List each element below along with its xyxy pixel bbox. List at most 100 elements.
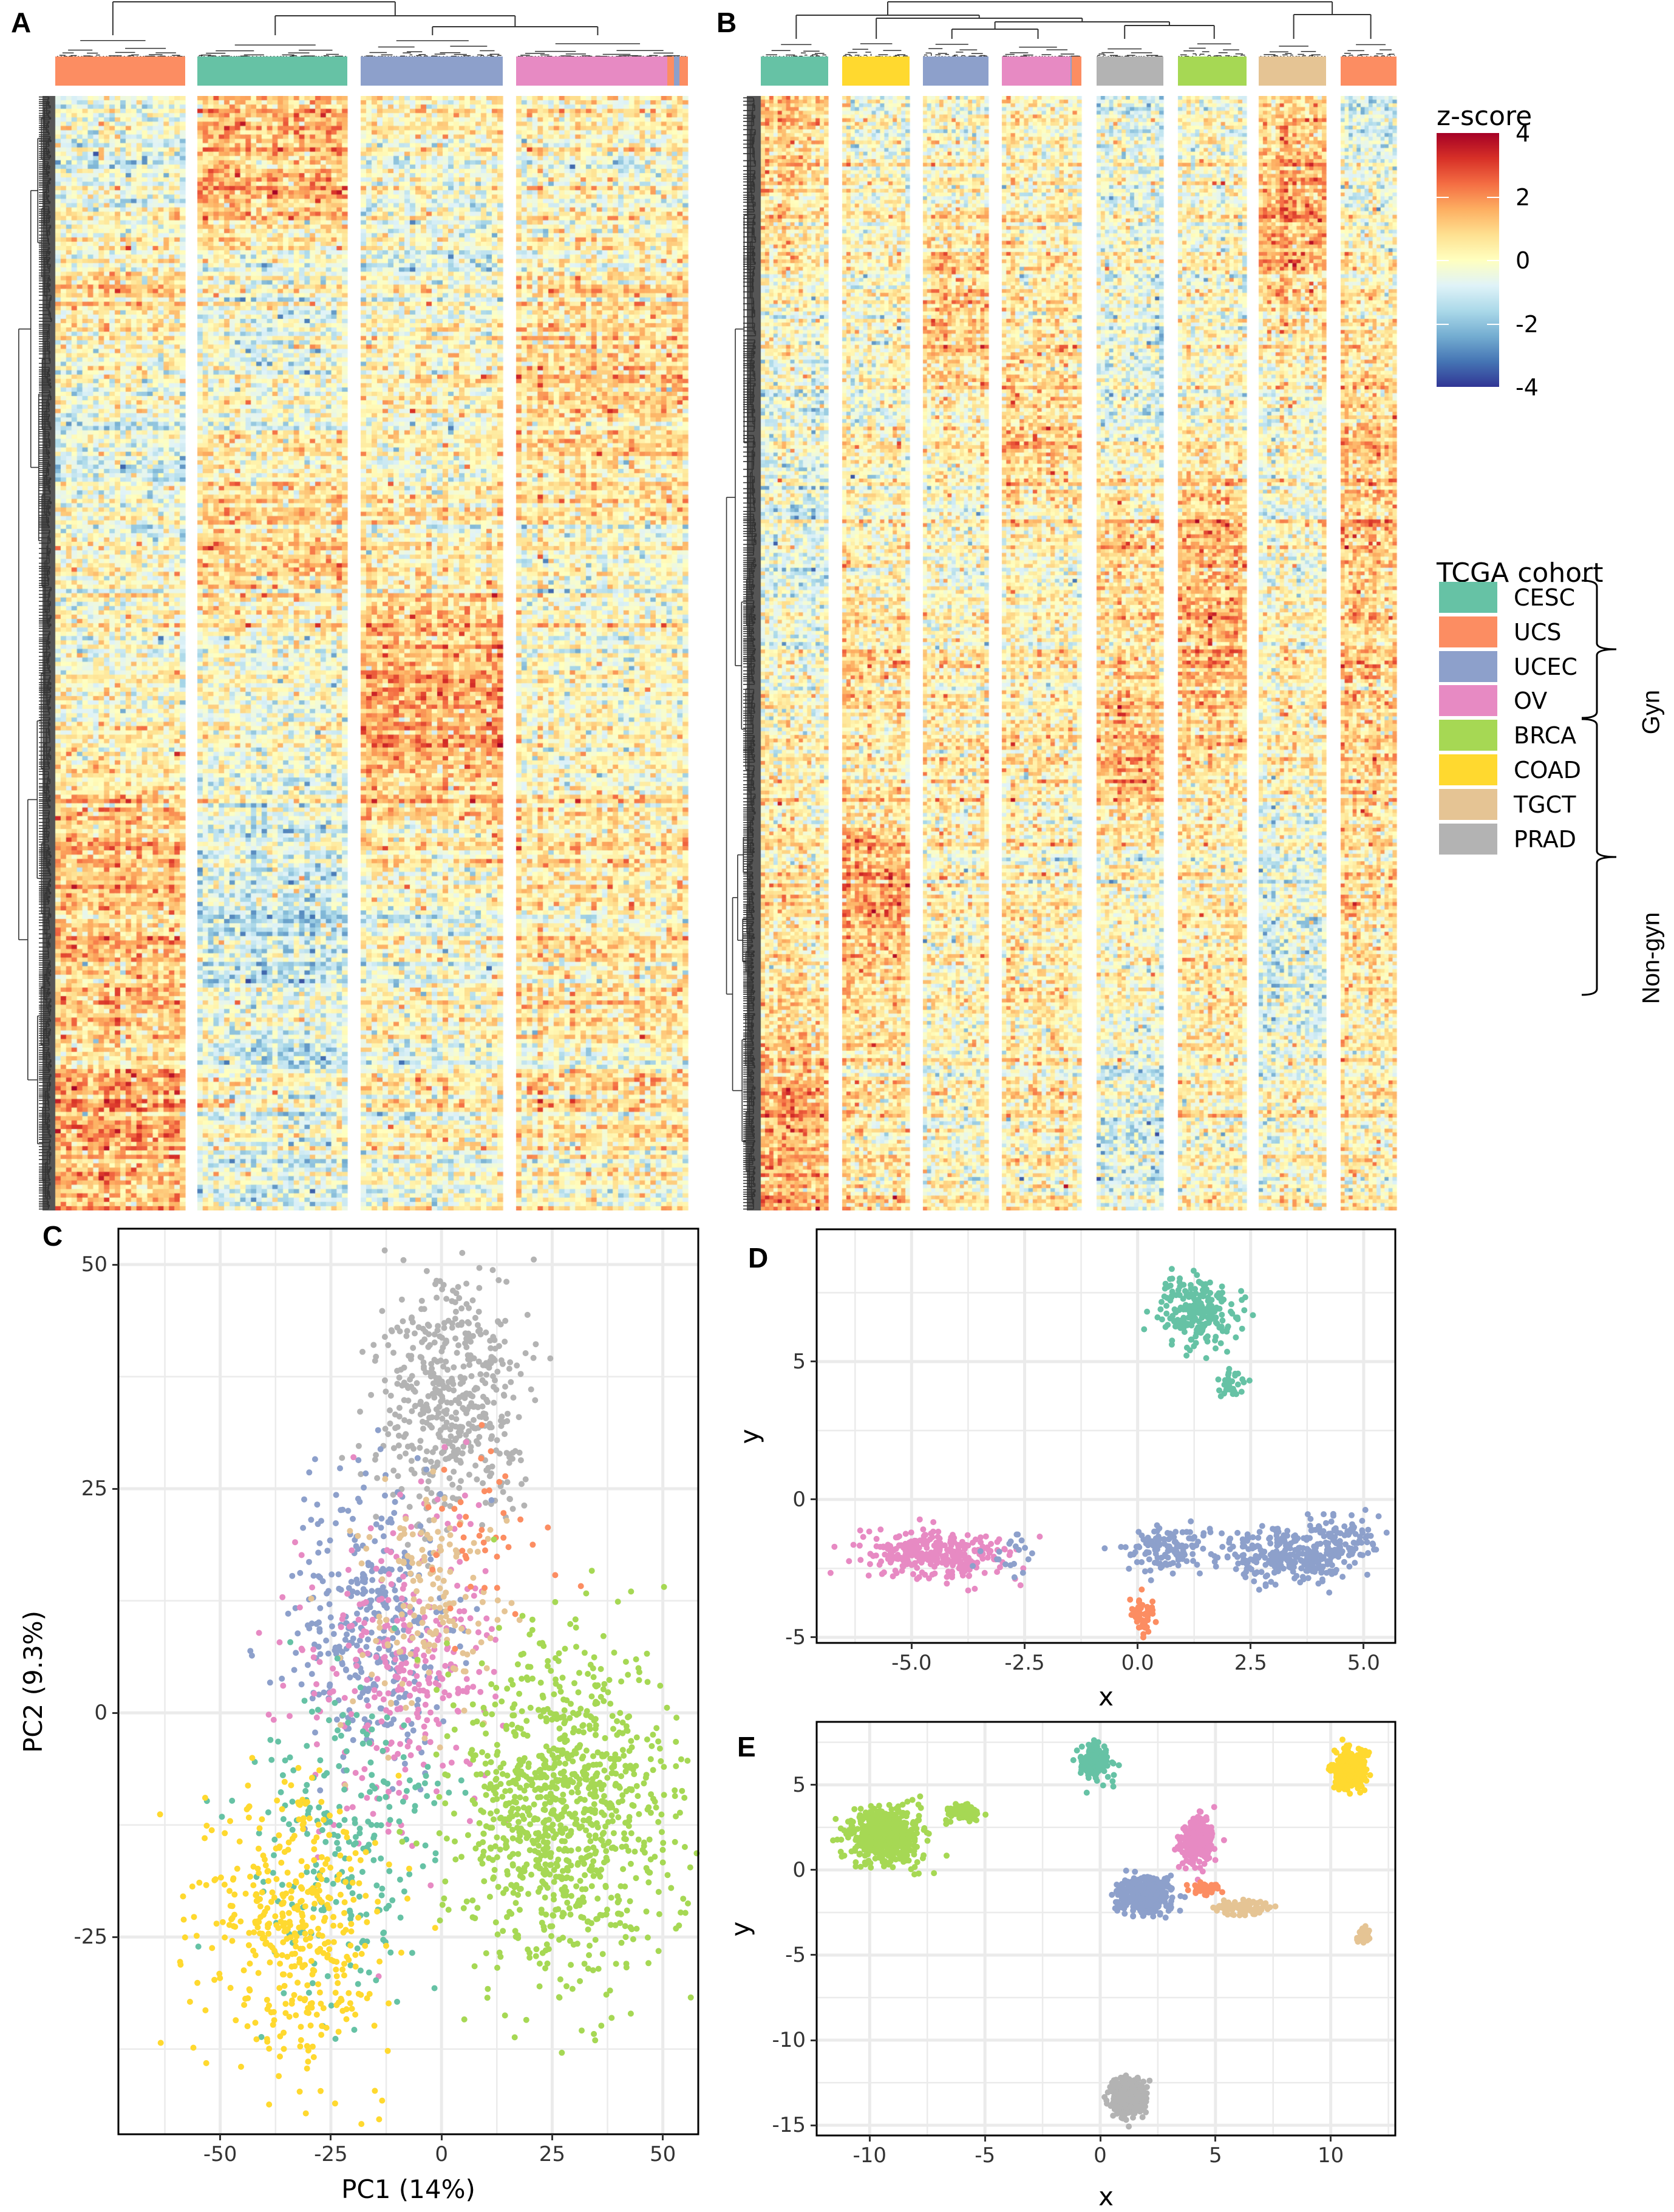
- point-ov: [965, 1587, 971, 1594]
- point-prad: [358, 1471, 364, 1478]
- point-brca: [660, 1840, 667, 1846]
- point-brca: [668, 1885, 675, 1891]
- point-cesc: [380, 1930, 387, 1936]
- point-cesc: [1187, 1310, 1193, 1317]
- point-ov: [901, 1554, 908, 1561]
- point-brca: [474, 1718, 480, 1725]
- point-brca: [562, 1732, 568, 1739]
- point-cesc: [1219, 1317, 1226, 1324]
- point-brca: [556, 1684, 563, 1690]
- point-ucec: [427, 1664, 434, 1671]
- point-brca: [916, 1812, 922, 1819]
- point-cesc: [369, 1713, 375, 1719]
- point-tgct: [407, 1603, 413, 1610]
- point-cesc: [380, 1778, 387, 1784]
- point-tgct: [447, 1532, 454, 1538]
- point-prad: [435, 1323, 441, 1330]
- point-prad: [413, 1380, 420, 1387]
- point-brca: [619, 1730, 626, 1736]
- point-brca: [561, 1806, 568, 1812]
- point-brca: [547, 1854, 554, 1860]
- point-brca: [522, 1795, 529, 1802]
- point-coad: [246, 1986, 253, 1993]
- point-brca: [559, 1674, 566, 1681]
- point-tgct: [398, 1611, 405, 1618]
- point-prad: [474, 1322, 481, 1328]
- point-prad: [443, 1424, 449, 1430]
- point-ucec: [1315, 1523, 1322, 1529]
- point-brca: [636, 1677, 642, 1684]
- point-ucec: [312, 1729, 318, 1736]
- point-brca: [538, 1786, 545, 1793]
- point-cesc: [332, 1735, 338, 1741]
- point-prad: [412, 1388, 418, 1395]
- point-ucec: [1142, 1568, 1148, 1575]
- point-ucec: [1341, 1523, 1348, 1530]
- point-brca: [487, 1781, 494, 1787]
- point-cesc: [432, 1857, 438, 1863]
- point-prad: [453, 1448, 459, 1455]
- point-ucs: [481, 1488, 488, 1495]
- point-coad: [307, 2001, 314, 2007]
- point-brca: [493, 1769, 500, 1775]
- point-cesc: [1200, 1313, 1206, 1320]
- point-tgct: [401, 1531, 407, 1537]
- point-tgct: [401, 1633, 407, 1640]
- point-prad: [423, 1401, 430, 1408]
- point-prad: [491, 1337, 498, 1343]
- point-cesc: [352, 1816, 358, 1823]
- point-brca: [673, 1763, 679, 1769]
- point-coad: [246, 1930, 253, 1936]
- point-ucec: [1367, 1532, 1374, 1539]
- point-ucec: [377, 1446, 384, 1452]
- point-prad: [504, 1479, 511, 1486]
- point-ov: [468, 1521, 474, 1528]
- point-brca: [587, 1791, 594, 1797]
- point-coad: [315, 1882, 322, 1888]
- point-ucec: [1348, 1526, 1354, 1532]
- point-cesc: [1224, 1325, 1231, 1332]
- heatmap-a-annotation-ucs: [679, 56, 688, 86]
- point-cesc: [280, 1816, 287, 1823]
- point-prad: [387, 1407, 393, 1414]
- point-ucec: [1150, 1543, 1157, 1549]
- point-brca: [867, 1860, 874, 1866]
- point-tgct: [410, 1596, 417, 1603]
- point-brca: [488, 1681, 495, 1687]
- point-ov: [404, 1743, 411, 1750]
- point-brca: [527, 1704, 534, 1711]
- heatmap-b-annotation-ucs: [1072, 56, 1081, 86]
- point-cesc: [1181, 1329, 1188, 1335]
- point-prad: [495, 1318, 501, 1325]
- point-brca: [566, 1905, 573, 1911]
- point-ov: [361, 1766, 368, 1772]
- point-brca: [512, 1794, 518, 1800]
- point-ov: [964, 1532, 971, 1538]
- point-prad: [472, 1385, 479, 1391]
- point-ucec: [338, 1507, 344, 1514]
- point-brca: [852, 1863, 859, 1870]
- point-brca: [482, 1760, 489, 1767]
- point-tgct: [437, 1744, 443, 1751]
- point-cesc: [358, 1792, 364, 1799]
- point-ucs: [433, 1552, 440, 1558]
- point-brca: [509, 1805, 516, 1812]
- point-ov: [433, 1617, 440, 1624]
- point-ov: [422, 1657, 429, 1664]
- point-brca: [603, 1992, 610, 1998]
- point-ucec: [304, 1662, 311, 1668]
- point-brca: [612, 1922, 619, 1928]
- point-brca: [635, 1793, 641, 1800]
- point-ucec: [339, 1661, 345, 1668]
- cohort-swatch-brca: [1439, 720, 1497, 751]
- point-tgct: [403, 1704, 409, 1711]
- point-brca: [527, 1821, 534, 1828]
- point-brca: [605, 1840, 611, 1846]
- point-brca: [614, 1599, 621, 1605]
- heatmap-a-annotation-cesc: [197, 56, 347, 86]
- point-ucec: [1383, 1529, 1390, 1536]
- point-ov: [492, 1693, 499, 1700]
- plot-border: [117, 1227, 699, 2135]
- point-prad: [503, 1278, 510, 1285]
- point-brca: [515, 1818, 522, 1825]
